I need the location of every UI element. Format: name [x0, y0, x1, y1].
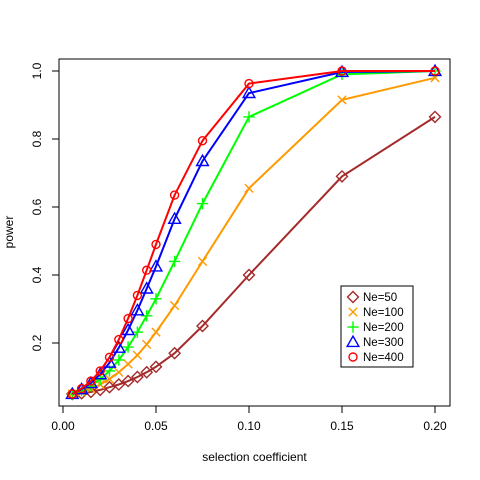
data-point [141, 310, 153, 322]
legend-label: Ne=50 [363, 292, 397, 304]
data-point [95, 366, 105, 376]
data-point [130, 303, 145, 316]
data-point [151, 239, 161, 250]
data-point [132, 290, 143, 301]
data-point [148, 259, 164, 272]
legend-label: Ne=200 [363, 322, 404, 334]
data-point [142, 265, 152, 275]
data-point [197, 256, 208, 267]
x-tick-label: 0.20 [423, 419, 447, 433]
legend-marker [346, 290, 360, 304]
data-point [112, 378, 126, 391]
data-point [149, 360, 163, 374]
data-point [197, 136, 208, 146]
data-point [242, 268, 256, 282]
x-tick-label: 0.15 [330, 419, 354, 433]
data-point [195, 153, 210, 167]
x-tick-label: 0.10 [237, 419, 261, 433]
y-tick-label: 0.8 [30, 130, 44, 147]
data-point [337, 66, 347, 76]
data-point [167, 211, 182, 225]
data-point [168, 346, 182, 360]
x-tick-label: 0.00 [51, 419, 75, 433]
legend-label: Ne=300 [363, 337, 404, 349]
data-point [114, 334, 124, 345]
x-tick-label: 0.05 [144, 419, 168, 433]
data-point [67, 389, 77, 399]
legend-label: Ne=400 [363, 352, 404, 364]
data-point [244, 78, 254, 89]
series-line [71, 70, 436, 395]
data-point [169, 300, 180, 311]
legend-marker [345, 334, 361, 348]
y-tick-label: 0.4 [30, 266, 44, 283]
data-point [150, 293, 162, 305]
data-point [123, 359, 133, 369]
data-point [241, 85, 257, 99]
data-point [123, 313, 133, 324]
legend-marker [348, 352, 358, 362]
data-point [86, 376, 96, 386]
series-layer [65, 63, 443, 401]
data-point [151, 327, 161, 337]
data-point [113, 354, 125, 366]
data-point [430, 66, 440, 76]
data-point [103, 380, 116, 394]
data-point [104, 352, 115, 362]
data-point [139, 281, 154, 294]
data-point [74, 381, 89, 395]
data-point [131, 326, 144, 338]
data-point [196, 197, 209, 210]
data-point [121, 374, 135, 388]
legend-marker [347, 321, 359, 333]
data-point [104, 374, 115, 384]
y-tick-label: 0.2 [30, 334, 44, 351]
axes: 0.00 0.05 0.10 0.15 0.20 0.2 0.4 0.6 0.8 1.0 [30, 62, 447, 433]
data-point [244, 183, 254, 193]
data-point [132, 350, 143, 360]
data-point [140, 365, 154, 379]
data-point [142, 339, 152, 350]
data-point [114, 367, 124, 377]
legend: Ne=50 Ne=100 Ne=200 Ne=300 Ne=400 [340, 285, 414, 368]
data-point [122, 341, 134, 353]
x-axis-label: selection coefficient [202, 450, 307, 464]
data-point [337, 95, 347, 105]
data-point [76, 383, 87, 394]
y-tick-label: 0.6 [30, 198, 44, 215]
y-axis-label: power [2, 216, 16, 249]
data-point [168, 255, 181, 268]
data-point [196, 319, 209, 333]
legend-marker [348, 307, 358, 317]
data-point [169, 190, 180, 200]
legend-label: Ne=100 [363, 307, 404, 319]
data-point [121, 322, 136, 336]
data-point [130, 370, 144, 384]
series-ne-400 [67, 66, 440, 399]
data-point [243, 111, 255, 123]
data-point [335, 169, 349, 183]
y-tick-label: 1.0 [30, 62, 44, 79]
data-point [428, 110, 442, 124]
